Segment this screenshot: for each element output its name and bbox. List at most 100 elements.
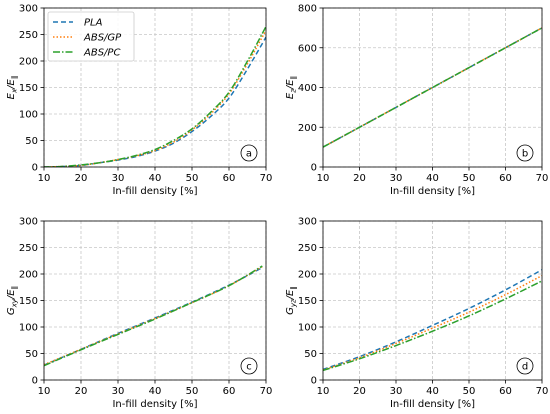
y-tick-label: 150 — [19, 296, 38, 307]
series-line-abs-pc — [323, 27, 542, 148]
y-tick-label: 800 — [298, 4, 317, 15]
x-tick-label: 60 — [499, 386, 512, 397]
y-label-tail: /E — [285, 289, 296, 300]
y-label-tail-sub: ∥ — [290, 76, 298, 80]
x-tick-label: 70 — [536, 173, 549, 184]
x-tick-label: 10 — [38, 173, 51, 184]
y-label-tail-sub: ∥ — [11, 286, 19, 290]
series-line-abs-pc — [44, 26, 266, 167]
panel-c: 10 20 30 40 50 60 70 0 50 100 150 200 250 300 In-fill … — [6, 217, 272, 411]
panel-label: d — [522, 362, 528, 373]
y-tick-label: 200 — [298, 270, 317, 281]
x-tick-label: 40 — [426, 386, 439, 397]
y-label-tail: /E — [6, 289, 17, 300]
x-axis-label: In-fill density [%] — [390, 399, 475, 410]
y-axis-label: Gxy/E∥ — [6, 286, 19, 315]
x-tick-label: 40 — [426, 173, 439, 184]
x-tick-label: 30 — [390, 173, 403, 184]
y-tick-label: 50 — [25, 136, 38, 147]
y-tick-label: 300 — [19, 4, 38, 15]
y-label-sub: xy — [11, 298, 19, 308]
y-tick-label: 150 — [298, 296, 317, 307]
y-axis-label: Gyz/E∥ — [285, 286, 298, 315]
x-tick-label: 20 — [353, 386, 366, 397]
x-tick-label: 70 — [536, 386, 549, 397]
y-tick-label: 200 — [19, 57, 38, 68]
series-line-abs-gp — [44, 29, 266, 167]
x-axis-label: In-fill density [%] — [112, 186, 197, 197]
series-line-abs-gp — [44, 265, 263, 366]
panel-label-circle — [240, 357, 258, 375]
series-line-abs-pc — [323, 280, 542, 372]
x-tick-label: 20 — [75, 173, 88, 184]
x-tick-label: 50 — [186, 173, 199, 184]
y-tick-label: 0 — [32, 376, 38, 387]
y-tick-label: 0 — [311, 163, 317, 174]
panel-label: b — [522, 149, 528, 160]
y-tick-label: 300 — [298, 217, 317, 228]
y-label-sub: yz — [290, 299, 298, 308]
y-tick-label: 100 — [19, 323, 38, 334]
panel-b: 10 20 30 40 50 60 70 0 200 400 600 800 In-fill densi… — [285, 4, 548, 198]
legend: PLA ABS/GP ABS/PC — [47, 11, 135, 62]
y-label-tail: /E — [285, 79, 296, 90]
x-tick-label: 50 — [186, 386, 199, 397]
panel-d: 10 20 30 40 50 60 70 0 50 100 150 200 250 300 In-fill … — [285, 217, 548, 411]
y-tick-label: 0 — [311, 376, 317, 387]
x-tick-label: 30 — [112, 386, 125, 397]
y-label-tail-sub: ∥ — [11, 76, 19, 80]
y-tick-label: 300 — [19, 217, 38, 228]
y-label-tail: /E — [6, 78, 17, 89]
legend-label: ABS/GP — [83, 33, 122, 44]
legend-box — [47, 11, 135, 62]
y-label-tail-sub: ∥ — [290, 286, 298, 290]
y-label-sub: x — [11, 88, 19, 94]
x-tick-label: 20 — [353, 173, 366, 184]
panel-label-circle — [516, 357, 534, 375]
y-tick-label: 100 — [298, 323, 317, 334]
series-line-abs-pc — [44, 265, 263, 367]
y-label-main: E — [285, 92, 296, 99]
y-label-main: E — [6, 92, 17, 99]
legend-label: PLA — [84, 18, 103, 29]
y-tick-label: 100 — [19, 110, 38, 121]
x-tick-label: 30 — [390, 386, 403, 397]
x-axis-label: In-fill density [%] — [390, 186, 475, 197]
y-axis-label: Ez/E∥ — [285, 76, 298, 99]
x-tick-label: 10 — [317, 173, 330, 184]
x-tick-label: 60 — [223, 173, 236, 184]
x-tick-label: 70 — [260, 386, 273, 397]
x-tick-label: 70 — [260, 173, 273, 184]
y-tick-label: 400 — [298, 83, 317, 94]
panel-label-circle — [240, 144, 258, 162]
x-tick-label: 50 — [463, 173, 476, 184]
x-tick-label: 40 — [149, 173, 162, 184]
y-label-main: G — [285, 307, 296, 315]
x-tick-label: 20 — [75, 386, 88, 397]
x-tick-label: 50 — [463, 386, 476, 397]
legend-label: ABS/PC — [83, 48, 120, 59]
panel-label: c — [246, 362, 252, 373]
x-tick-label: 10 — [317, 386, 330, 397]
y-tick-label: 600 — [298, 43, 317, 54]
x-tick-label: 60 — [223, 386, 236, 397]
y-tick-label: 250 — [19, 30, 38, 41]
y-label-main: G — [6, 307, 17, 315]
y-tick-label: 50 — [25, 349, 38, 360]
y-axis-label: Ex/E∥ — [6, 76, 19, 100]
panel-label-circle — [516, 144, 534, 162]
x-tick-label: 30 — [112, 173, 125, 184]
panel-a: 10 20 30 40 50 60 70 0 50 100 150 200 250 300 In-fill … — [6, 4, 272, 198]
y-label-sub: z — [290, 89, 298, 94]
y-tick-label: 250 — [298, 243, 317, 254]
y-tick-label: 200 — [298, 123, 317, 134]
x-tick-label: 10 — [38, 386, 51, 397]
x-axis-label: In-fill density [%] — [112, 399, 197, 410]
y-tick-label: 250 — [19, 243, 38, 254]
y-tick-label: 200 — [19, 270, 38, 281]
panel-label: a — [246, 149, 252, 160]
x-tick-label: 60 — [499, 173, 512, 184]
y-tick-label: 50 — [304, 349, 317, 360]
y-tick-label: 150 — [19, 83, 38, 94]
